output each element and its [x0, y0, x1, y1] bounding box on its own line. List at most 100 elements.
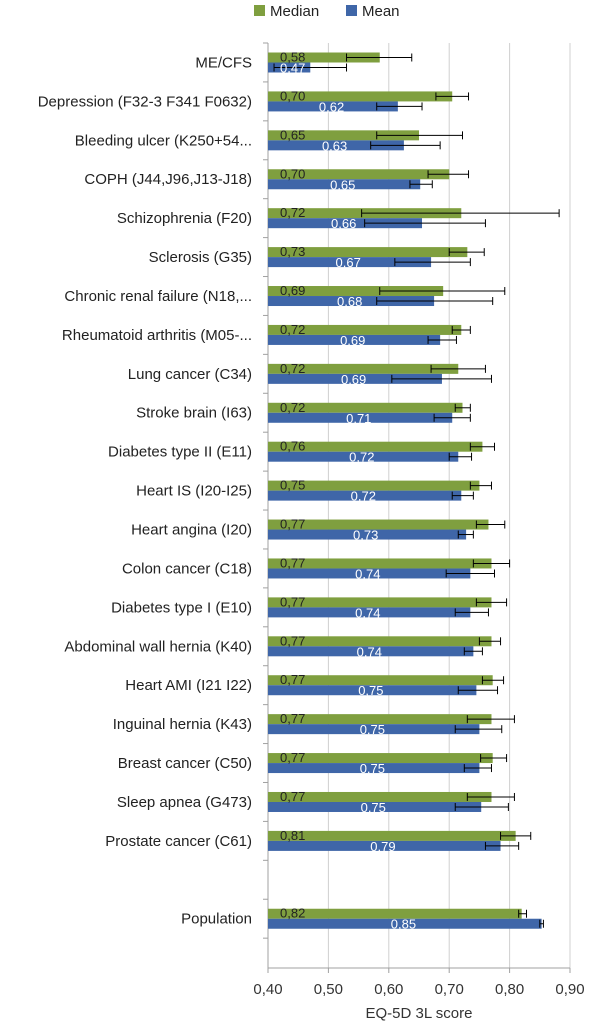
category-label: Rheumatoid arthritis (M05-...: [62, 327, 252, 344]
mean-bar: [268, 685, 477, 696]
x-tick-label: 0,40: [253, 981, 282, 998]
median-data-label: 0,77: [280, 555, 305, 570]
median-data-label: 0,81: [280, 828, 305, 843]
median-bar: [268, 636, 492, 647]
median-bar: [268, 247, 468, 258]
median-bar: [268, 791, 492, 802]
mean-data-label: 0,65: [330, 177, 355, 192]
median-data-label: 0,72: [280, 322, 305, 337]
median-data-label: 0,72: [280, 205, 305, 220]
category-label: Sleep apnea (G473): [117, 794, 252, 811]
category-label: Breast cancer (C50): [118, 755, 252, 772]
mean-bar: [268, 296, 435, 307]
median-bar: [268, 286, 444, 297]
mean-bar: [268, 646, 474, 657]
median-data-label: 0,77: [280, 672, 305, 687]
x-tick-label: 0,80: [495, 981, 524, 998]
mean-data-label: 0,67: [336, 255, 361, 270]
mean-data-label: 0,71: [346, 411, 371, 426]
mean-data-label: 0,69: [341, 372, 366, 387]
legend-label: Mean: [362, 3, 400, 20]
mean-data-label: 0,74: [357, 644, 382, 659]
median-data-label: 0,73: [280, 244, 305, 259]
category-label: Abdominal wall hernia (K40): [64, 638, 252, 655]
legend-label: Median: [270, 3, 319, 20]
mean-bar: [268, 918, 542, 929]
median-bar: [268, 908, 522, 919]
category-label: ME/CFS: [195, 54, 252, 71]
mean-bar: [268, 801, 482, 812]
mean-bar: [268, 218, 423, 229]
mean-data-label: 0,66: [331, 216, 356, 231]
category-label: Sclerosis (G35): [149, 249, 252, 266]
category-label: Prostate cancer (C61): [105, 833, 252, 850]
mean-bar: [268, 840, 501, 851]
category-label: Diabetes type I (E10): [111, 599, 252, 616]
category-label: Colon cancer (C18): [122, 560, 252, 577]
median-data-label: 0,76: [280, 439, 305, 454]
mean-bar: [268, 568, 471, 579]
mean-data-label: 0,63: [322, 138, 347, 153]
mean-data-label: 0,74: [355, 605, 380, 620]
median-data-label: 0,72: [280, 361, 305, 376]
x-axis-title: EQ-5D 3L score: [366, 1005, 473, 1022]
mean-bar: [268, 763, 480, 774]
mean-data-label: 0,75: [358, 683, 383, 698]
median-bar: [268, 519, 489, 530]
median-data-label: 0,69: [280, 283, 305, 298]
median-bar: [268, 169, 450, 180]
x-tick-label: 0,60: [374, 981, 403, 998]
category-label: Lung cancer (C34): [128, 366, 252, 383]
category-label: Bleeding ulcer (K250+54...: [75, 132, 252, 149]
category-label: Diabetes type II (E11): [108, 444, 252, 461]
category-label: Heart angina (I20): [131, 522, 252, 539]
category-label: Heart IS (I20-I25): [136, 483, 252, 500]
median-data-label: 0,65: [280, 127, 305, 142]
mean-bar: [268, 529, 467, 540]
median-bar: [268, 558, 492, 569]
median-data-label: 0,77: [280, 517, 305, 532]
mean-data-label: 0,75: [360, 722, 385, 737]
median-data-label: 0,77: [280, 750, 305, 765]
mean-bar: [268, 140, 404, 151]
median-bar: [268, 753, 493, 764]
mean-bar: [268, 451, 459, 462]
median-bar: [268, 324, 462, 335]
mean-data-label: 0,47: [280, 61, 305, 76]
median-bar: [268, 52, 380, 63]
median-bar: [268, 441, 483, 452]
mean-bar: [268, 101, 398, 112]
median-data-label: 0,77: [280, 711, 305, 726]
median-data-label: 0,70: [280, 88, 305, 103]
median-bar: [268, 130, 419, 141]
mean-data-label: 0,75: [360, 761, 385, 776]
mean-data-label: 0,72: [349, 450, 374, 465]
category-label: Schizophrenia (F20): [117, 210, 252, 227]
mean-data-label: 0,72: [351, 489, 376, 504]
median-data-label: 0,75: [280, 478, 305, 493]
median-bar: [268, 597, 492, 608]
mean-data-label: 0,62: [319, 99, 344, 114]
median-data-label: 0,77: [280, 594, 305, 609]
median-bar: [268, 363, 459, 374]
median-data-label: 0,72: [280, 400, 305, 415]
median-data-label: 0,77: [280, 633, 305, 648]
median-data-label: 0,58: [280, 50, 305, 65]
legend-swatch: [254, 5, 265, 16]
median-bar: [268, 480, 480, 491]
mean-bar: [268, 334, 441, 345]
mean-data-label: 0,73: [353, 528, 378, 543]
x-tick-label: 0,90: [555, 981, 584, 998]
median-data-label: 0,70: [280, 166, 305, 181]
median-bar: [268, 402, 463, 413]
mean-bar: [268, 373, 442, 384]
mean-data-label: 0,68: [337, 294, 362, 309]
category-label: Population: [181, 911, 252, 928]
mean-data-label: 0,85: [391, 917, 416, 932]
category-label: Depression (F32-3 F341 F0632): [38, 93, 252, 110]
median-bar: [268, 714, 492, 725]
median-bar: [268, 830, 516, 841]
mean-data-label: 0,79: [370, 839, 395, 854]
